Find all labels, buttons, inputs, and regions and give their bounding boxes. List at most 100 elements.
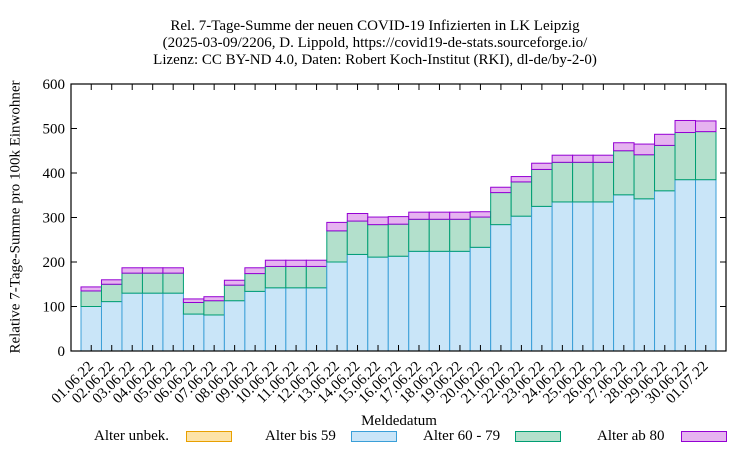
bar-segment-4 <box>141 267 164 274</box>
bar-segment-3 <box>510 181 533 217</box>
legend-swatch <box>681 431 727 442</box>
bar-segment-3 <box>633 154 656 200</box>
bar-segment-3 <box>182 301 205 315</box>
bar-segment-2 <box>326 261 348 352</box>
bar-segment-4 <box>182 298 205 303</box>
bar-segment-3 <box>80 290 102 307</box>
legend-swatch <box>351 431 397 442</box>
bar-segment-4 <box>162 267 184 274</box>
bar-segment-4 <box>592 154 615 163</box>
bar-segment-2 <box>387 255 410 352</box>
y-tick-label: 600 <box>43 77 66 93</box>
chart-bars <box>80 119 717 352</box>
bar-segment-2 <box>572 201 594 352</box>
bar-segment-3 <box>141 272 164 294</box>
bar-segment-4 <box>387 216 410 225</box>
bar-segment-3 <box>223 284 246 302</box>
bar-segment-4 <box>367 216 389 226</box>
bar-segment-4 <box>572 154 594 163</box>
y-tick-label: 200 <box>43 255 66 271</box>
bar-segment-3 <box>654 144 676 192</box>
bar-segment-3 <box>449 218 471 252</box>
y-tick-label: 400 <box>43 166 66 182</box>
bar-segment-2 <box>695 179 717 352</box>
y-tick-label: 500 <box>43 122 66 138</box>
bar-segment-2 <box>223 300 246 352</box>
bar-segment-2 <box>531 205 553 352</box>
legend-label: Alter ab 80 <box>597 428 665 444</box>
legend-label: Alter bis 59 <box>265 428 336 444</box>
chart-title-line-2: (2025-03-09/2206, D. Lippold, https://co… <box>162 35 588 51</box>
bar-segment-2 <box>490 224 512 352</box>
legend-swatch <box>515 431 561 442</box>
bar-segment-4 <box>695 120 717 133</box>
bar-segment-4 <box>469 211 492 218</box>
bar-segment-2 <box>654 190 676 352</box>
chart-title-line-1: Rel. 7-Tage-Summe der neuen COVID-19 Inf… <box>170 18 580 34</box>
bar-segment-4 <box>654 133 676 146</box>
bar-segment-3 <box>428 218 451 252</box>
bar-segment-2 <box>80 306 102 352</box>
bar-segment-3 <box>264 265 287 289</box>
bar-segment-3 <box>469 216 492 248</box>
y-tick-label: 100 <box>43 300 66 316</box>
bar-segment-2 <box>121 292 143 352</box>
bar-segment-3 <box>408 218 430 252</box>
bar-segment-3 <box>695 131 717 181</box>
bar-segment-2 <box>428 250 451 352</box>
bar-segment-4 <box>121 267 143 274</box>
legend-swatch <box>186 431 232 442</box>
bar-segment-4 <box>223 279 246 286</box>
bar-segment-3 <box>326 230 348 263</box>
bar-segment-4 <box>633 143 656 156</box>
bar-segment-3 <box>203 300 225 316</box>
bar-segment-3 <box>285 265 307 289</box>
bar-segment-3 <box>387 223 410 257</box>
bar-segment-3 <box>572 161 594 203</box>
bar-segment-2 <box>469 246 492 352</box>
bar-segment-2 <box>244 290 266 352</box>
bar-segment-2 <box>510 215 533 352</box>
bar-segment-3 <box>121 272 143 294</box>
chart-title-line-3: Lizenz: CC BY-ND 4.0, Daten: Robert Koch… <box>153 52 597 68</box>
bar-segment-3 <box>244 273 266 292</box>
bar-segment-4 <box>80 286 102 292</box>
bar-segment-2 <box>346 253 369 352</box>
bar-segment-2 <box>449 250 471 352</box>
bar-segment-2 <box>408 250 430 352</box>
bar-segment-3 <box>551 161 574 203</box>
bar-segment-4 <box>285 259 307 267</box>
bar-segment-4 <box>510 176 533 183</box>
bar-segment-2 <box>674 179 697 352</box>
bar-segment-3 <box>346 220 369 255</box>
bar-segment-4 <box>100 279 123 285</box>
bar-segment-4 <box>244 267 266 275</box>
bar-segment-4 <box>531 162 553 170</box>
bar-segment-4 <box>264 259 287 267</box>
x-axis-label: Meldedatum <box>361 413 437 429</box>
bar-segment-3 <box>531 168 553 207</box>
bar-segment-3 <box>592 161 615 203</box>
bar-segment-4 <box>674 119 697 134</box>
bar-segment-3 <box>613 150 635 196</box>
bar-segment-2 <box>551 201 574 352</box>
bar-segment-2 <box>592 201 615 352</box>
bar-segment-2 <box>367 256 389 352</box>
bar-segment-3 <box>100 283 123 303</box>
bar-segment-3 <box>490 192 512 226</box>
bar-segment-3 <box>162 272 184 294</box>
bar-segment-2 <box>305 287 328 352</box>
bar-segment-2 <box>285 287 307 352</box>
bar-segment-3 <box>367 224 389 258</box>
bar-segment-2 <box>613 194 635 352</box>
y-axis-label: Relative 7-Tage-Summe pro 100k Einwohner <box>7 80 24 354</box>
bar-segment-2 <box>633 198 656 352</box>
bar-segment-4 <box>346 212 369 222</box>
bar-segment-2 <box>141 292 164 352</box>
bar-segment-2 <box>162 292 184 352</box>
bar-segment-4 <box>203 296 225 302</box>
bar-segment-4 <box>449 211 471 220</box>
y-tick-label: 0 <box>58 344 66 360</box>
y-tick-label: 300 <box>43 211 66 227</box>
legend-label: Alter unbek. <box>94 428 169 444</box>
